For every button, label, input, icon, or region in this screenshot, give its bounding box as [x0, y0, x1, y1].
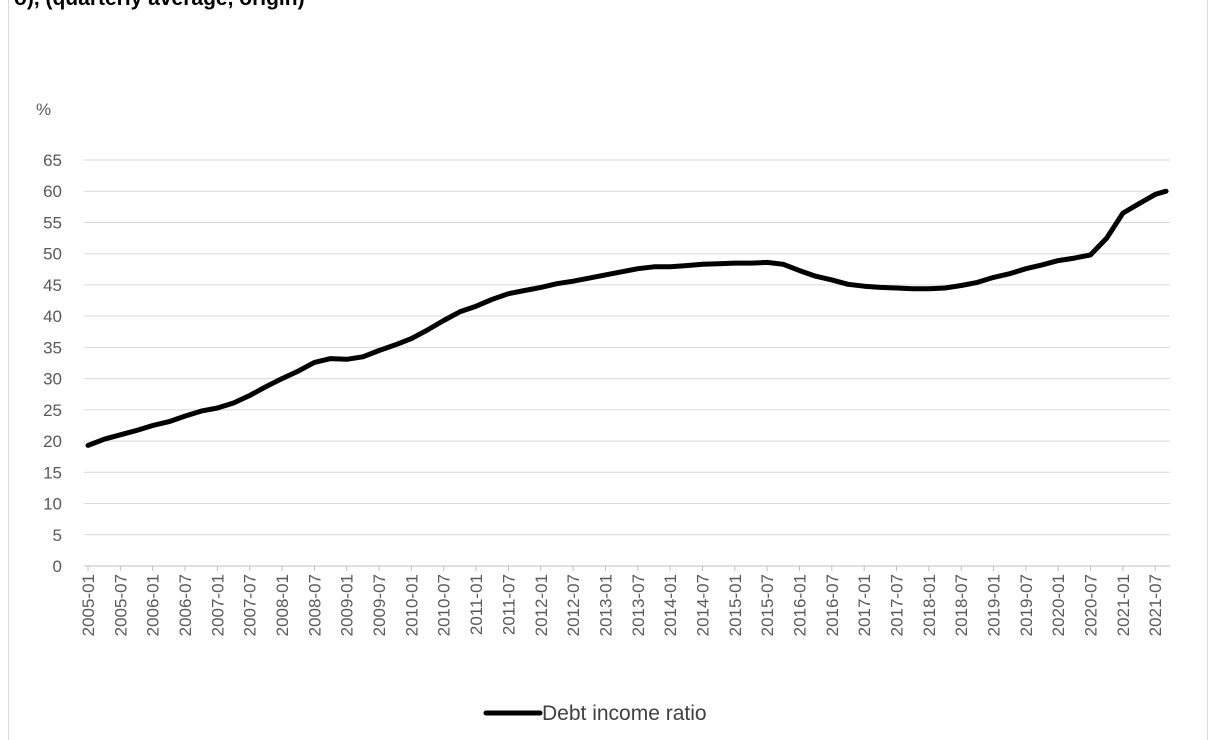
x-tick-label: 2006-01	[144, 574, 163, 636]
x-tick-label: 2007-07	[241, 574, 260, 636]
x-tick-labels: 2005-01 2005-07 2006-01 2006-07 2007-01 2007-…	[79, 574, 1165, 636]
y-tick-label: 45	[43, 276, 62, 295]
x-tick-label: 2012-07	[564, 574, 583, 636]
x-tick-label: 2011-01	[467, 574, 486, 635]
x-tick-label: 2013-01	[596, 574, 615, 636]
series-line	[85, 188, 1169, 448]
y-tick-label: 10	[43, 495, 62, 514]
y-tick-label: 60	[43, 182, 62, 201]
x-tick-label: 2008-07	[305, 574, 324, 636]
x-tick-label: 2011-07	[499, 574, 518, 635]
y-tick-label: 55	[43, 213, 62, 232]
x-tick-label: 2005-07	[111, 574, 130, 636]
x-tick-label: 2018-01	[920, 574, 939, 636]
x-tick-label: 2006-07	[176, 574, 195, 636]
gridlines	[84, 159, 1170, 571]
y-tick-label: 40	[43, 307, 62, 326]
x-tick-label: 2016-07	[823, 574, 842, 636]
x-tick-label: 2018-07	[952, 574, 971, 636]
y-tick-label: 35	[43, 338, 62, 357]
x-tick-label: 2020-01	[1049, 574, 1068, 636]
x-tick-label: 2014-01	[661, 574, 680, 636]
series-lines	[85, 188, 1169, 448]
x-tick-label: 2014-07	[693, 574, 712, 636]
y-tick-label: 15	[43, 463, 62, 482]
x-tick-label: 2019-01	[985, 574, 1004, 636]
y-tick-label: 20	[43, 432, 62, 451]
y-tick-label: 30	[43, 370, 62, 389]
x-tick-label: 2017-07	[888, 574, 907, 636]
x-tick-label: 2007-01	[208, 574, 227, 636]
x-tick-label: 2005-01	[79, 574, 98, 636]
x-tick-label: 2021-07	[1146, 574, 1165, 636]
x-tick-label: 2010-07	[435, 574, 454, 636]
x-tick-label: 2012-01	[532, 574, 551, 636]
chart-title: o), (quarterly average, origin)	[14, 0, 305, 11]
x-tick-label: 2015-07	[758, 574, 777, 636]
x-tick-label: 2013-07	[629, 574, 648, 636]
x-tick-label: 2019-07	[1017, 574, 1036, 636]
y-axis-label: %	[36, 100, 51, 119]
x-tick-label: 2008-01	[273, 574, 292, 636]
x-tick-label: 2016-01	[790, 574, 809, 636]
y-tick-labels: 0 5 10 15 20 25 30 35 40 45 50 55 60 65%	[36, 100, 62, 576]
y-tick-label: 25	[43, 401, 62, 420]
x-tick-label: 2010-01	[402, 574, 421, 636]
x-tick-label: 2015-01	[726, 574, 745, 636]
x-tick-label: 2009-01	[338, 574, 357, 636]
x-tick-label: 2017-01	[855, 574, 874, 636]
chart-frame	[8, 0, 1208, 740]
y-tick-label: 65	[43, 151, 62, 170]
legend: Debt income ratio	[483, 702, 707, 725]
y-tick-label: 5	[53, 526, 62, 545]
y-tick-label: 50	[43, 245, 62, 264]
y-tick-label: 0	[53, 557, 62, 576]
x-tick-label: 2021-01	[1114, 574, 1133, 636]
legend-label: Debt income ratio	[542, 702, 707, 725]
x-tick-label: 2020-07	[1082, 574, 1101, 636]
x-tick-label: 2009-07	[370, 574, 389, 636]
